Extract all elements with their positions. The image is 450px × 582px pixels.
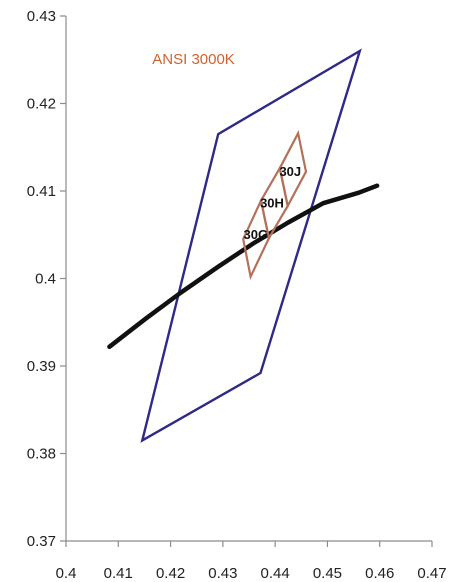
y-tick-label-6: 0.43 xyxy=(27,8,56,25)
y-tick-label-2: 0.39 xyxy=(27,358,56,375)
ansi-quadrangle-outline xyxy=(140,48,362,443)
x-tick-label-5: 0.45 xyxy=(313,565,342,582)
region-30j-label: 30J xyxy=(279,164,301,179)
planckian-locus-line xyxy=(107,183,380,350)
axes: 0.37 0.38 0.39 0.4 0.41 0.42 0.43 0.4 0.41 0.42 0.… xyxy=(27,8,447,582)
x-tick-label-0: 0.4 xyxy=(56,565,77,582)
x-tick-label-7: 0.47 xyxy=(417,565,446,582)
region-30g-label: 30G xyxy=(244,227,269,242)
y-tick-label-1: 0.38 xyxy=(27,446,56,463)
x-tick-label-3: 0.43 xyxy=(208,565,237,582)
plot-area xyxy=(107,48,380,443)
labels: 30G 30H 30J ANSI 3000K xyxy=(152,51,301,242)
y-tick-label-5: 0.42 xyxy=(27,96,56,113)
x-tick-label-1: 0.41 xyxy=(104,565,133,582)
x-tick-label-6: 0.46 xyxy=(365,565,394,582)
y-tick-label-0: 0.37 xyxy=(27,533,56,550)
x-tick-label-2: 0.42 xyxy=(156,565,185,582)
ansi-3000k-annotation: ANSI 3000K xyxy=(152,51,235,68)
region-30j-outline xyxy=(278,129,308,210)
x-tick-label-4: 0.44 xyxy=(261,565,290,582)
region-30h-label: 30H xyxy=(260,195,284,210)
y-tick-label-4: 0.41 xyxy=(27,183,56,200)
y-tick-label-3: 0.4 xyxy=(35,271,56,288)
